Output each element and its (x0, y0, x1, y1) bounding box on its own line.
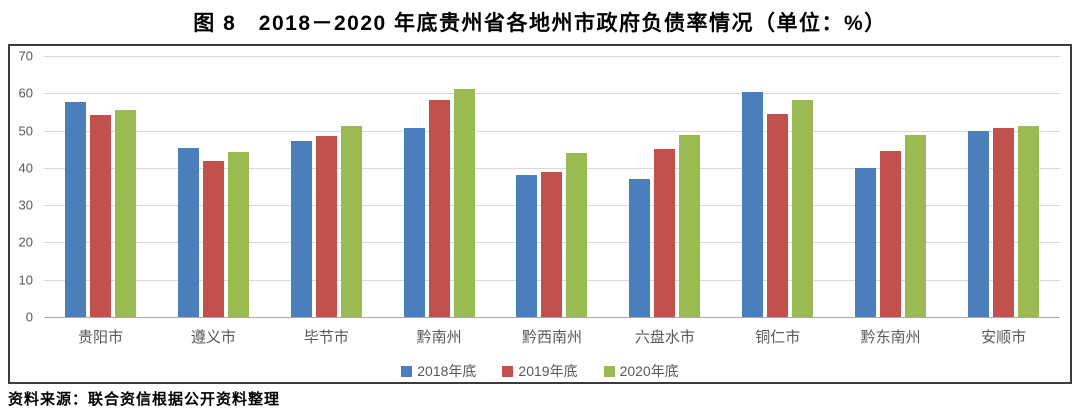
gridline (44, 56, 1060, 57)
bar-2019年底-黔南州 (428, 100, 450, 317)
chart-title: 图 8 2018－2020 年底贵州省各地州市政府负债率情况（单位：%） (193, 12, 887, 35)
legend: 2018年底 2019年底 2020年底 (10, 361, 1070, 381)
legend-item-2018年底: 2018年底 (401, 361, 476, 381)
y-tick-label: 40 (18, 160, 33, 176)
bar-2019年底-六盘水市 (654, 149, 676, 317)
x-axis-labels: 贵阳市 遵义市 毕节市 黔南州 黔西南州 六盘水市 铜仁市 黔东南州 安顺市 (44, 326, 1060, 347)
chart-frame: 0 10 20 30 40 50 60 70 贵阳市 遵义市 毕节市 黔南州 黔西南州 六盘水市 铜仁市 黔… (8, 44, 1072, 384)
bar-group-2 (176, 147, 251, 317)
bar-2018年底-六盘水市 (629, 179, 651, 317)
y-tick-label: 50 (18, 123, 33, 139)
y-axis: 0 10 20 30 40 50 60 70 (10, 49, 36, 325)
bar-2020年底-遵义市 (227, 151, 249, 317)
y-tick-label: 30 (18, 197, 33, 213)
source-note: 资料来源：联合资信根据公开资料整理 (8, 392, 281, 408)
y-tick-label: 70 (18, 48, 33, 64)
legend-swatch-icon (502, 365, 514, 377)
bar-2018年底-黔南州 (403, 128, 425, 317)
bar-2019年底-安顺市 (992, 128, 1014, 317)
bar-group-7 (740, 92, 815, 317)
gridline (44, 93, 1060, 95)
bar-2020年底-黔南州 (453, 88, 475, 317)
x-axis-label-7: 铜仁市 (755, 329, 801, 346)
legend-item-2020年底: 2020年底 (603, 361, 679, 381)
x-axis-label-8: 黔东南州 (860, 329, 921, 346)
bar-2019年底-贵阳市 (89, 114, 111, 317)
gridline (44, 167, 1060, 169)
gridline (44, 130, 1060, 132)
y-tick-label: 20 (18, 234, 33, 250)
x-axis-label-4: 黔南州 (416, 329, 462, 346)
x-axis-label-2: 遵义市 (190, 329, 236, 346)
legend-label: 2019年底 (518, 363, 578, 379)
legend-label: 2020年底 (619, 363, 679, 379)
legend-item-2019年底: 2019年底 (502, 361, 578, 381)
bar-2019年底-铜仁市 (767, 114, 789, 317)
bar-2020年底-贵阳市 (114, 110, 136, 317)
x-axis-label-3: 毕节市 (303, 329, 349, 346)
bar-2018年底-遵义市 (177, 147, 199, 317)
bar-group-3 (289, 126, 364, 317)
x-axis-label-9: 安顺市 (981, 329, 1027, 346)
bar-group-5 (514, 152, 589, 317)
bar-2020年底-安顺市 (1017, 125, 1039, 317)
y-tick-label: 10 (18, 272, 33, 288)
y-tick-label: 60 (18, 85, 33, 101)
bar-2018年底-贵阳市 (64, 101, 86, 317)
x-axis-label-5: 黔西南州 (522, 329, 583, 346)
bar-group-9 (966, 125, 1041, 317)
bar-2020年底-铜仁市 (792, 100, 814, 317)
bar-2018年底-黔东南州 (855, 167, 877, 317)
plot-area (44, 56, 1060, 318)
bar-2018年底-毕节市 (290, 140, 312, 317)
bar-group-4 (402, 88, 477, 317)
bar-2019年底-遵义市 (202, 161, 224, 317)
bar-2020年底-黔西南州 (566, 152, 588, 317)
legend-swatch-icon (401, 365, 413, 377)
bar-group-8 (853, 134, 928, 317)
bar-group-6 (627, 134, 702, 317)
bar-2019年底-黔东南州 (880, 150, 902, 317)
x-axis-line (44, 317, 1060, 318)
bar-2018年底-铜仁市 (742, 92, 764, 317)
bar-2019年底-黔西南州 (541, 171, 563, 317)
bar-group-1 (63, 101, 138, 317)
bar-2020年底-六盘水市 (679, 134, 701, 317)
bar-2018年底-黔西南州 (516, 175, 538, 317)
x-axis-label-6: 六盘水市 (634, 329, 695, 346)
bar-2020年底-黔东南州 (905, 134, 927, 317)
legend-swatch-icon (603, 365, 615, 377)
bar-groups (44, 56, 1060, 317)
bar-2020年底-毕节市 (340, 126, 362, 317)
y-tick-label: 0 (25, 309, 33, 325)
legend-label: 2018年底 (417, 363, 477, 379)
bar-2018年底-安顺市 (967, 130, 989, 317)
x-axis-label-1: 贵阳市 (77, 329, 123, 346)
bar-2019年底-毕节市 (315, 135, 337, 317)
